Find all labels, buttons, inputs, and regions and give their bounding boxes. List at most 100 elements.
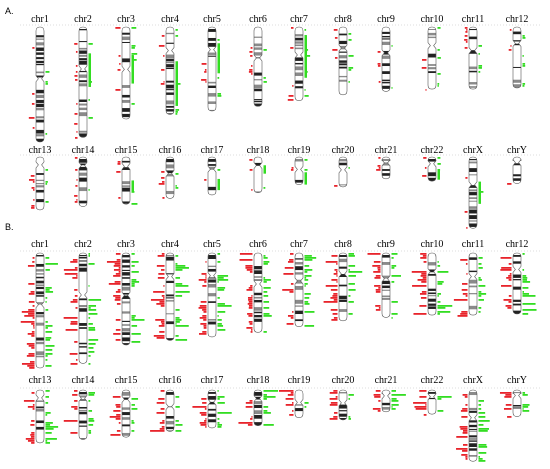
chromosome-outline bbox=[468, 252, 478, 316]
loss-segment bbox=[460, 428, 468, 430]
gain-segment bbox=[348, 69, 352, 71]
gain-segment bbox=[478, 279, 482, 281]
gain-segment bbox=[263, 301, 270, 303]
loss-segment bbox=[500, 269, 512, 271]
loss-segment bbox=[249, 69, 253, 71]
loss-segment bbox=[290, 317, 294, 319]
loss-segment bbox=[161, 323, 165, 325]
gain-segment bbox=[263, 257, 268, 259]
loss-segment bbox=[116, 171, 121, 173]
gain-segment bbox=[304, 89, 306, 91]
loss-segment bbox=[29, 367, 35, 369]
loss-segment bbox=[161, 295, 165, 297]
loss-segment bbox=[330, 289, 338, 291]
loss-segment bbox=[27, 265, 35, 267]
chromosome-outline bbox=[294, 156, 304, 185]
chromosome-outline bbox=[207, 156, 217, 196]
gain-segment bbox=[217, 396, 225, 398]
chromosome-outline bbox=[165, 156, 175, 199]
loss-segment bbox=[372, 408, 381, 410]
gain-segment bbox=[88, 253, 91, 255]
gain-segment bbox=[478, 446, 488, 448]
gain-segment bbox=[478, 295, 482, 297]
loss-segment bbox=[117, 163, 121, 165]
gain-segment bbox=[45, 412, 51, 414]
gain-segment bbox=[478, 291, 482, 293]
chromosome-label: chr13 bbox=[29, 375, 52, 386]
chromosome-outline bbox=[121, 26, 131, 120]
chromosome-outline bbox=[121, 252, 131, 346]
loss-segment bbox=[70, 432, 78, 434]
loss-segment bbox=[27, 365, 35, 367]
chromosome-chr18: chr18 bbox=[247, 145, 269, 193]
gain-segment bbox=[175, 291, 190, 293]
loss-segment bbox=[201, 63, 207, 65]
chromosome-bands bbox=[513, 163, 521, 181]
gain-segment bbox=[522, 295, 536, 297]
loss-segment bbox=[425, 404, 427, 406]
gain-segment bbox=[478, 53, 480, 55]
chromosome-chr11: chr11 bbox=[462, 14, 484, 90]
chromosome-label: chr6 bbox=[249, 239, 267, 250]
loss-segment bbox=[109, 416, 121, 418]
loss-segment bbox=[375, 275, 381, 277]
loss-segment bbox=[507, 183, 512, 185]
chromosome-chr2: chr2 bbox=[63, 239, 102, 365]
loss-segment bbox=[419, 396, 427, 398]
gain-segment bbox=[45, 331, 53, 333]
loss-segment bbox=[158, 398, 165, 400]
loss-segment bbox=[106, 261, 121, 263]
chromosome-body bbox=[469, 27, 477, 90]
chromosome-chr13: chr13 bbox=[23, 375, 59, 444]
gain-segment bbox=[437, 83, 440, 85]
loss-segment bbox=[31, 187, 35, 189]
gain-segment bbox=[88, 410, 93, 412]
gain-segment bbox=[45, 414, 48, 416]
chromosome-label: chr13 bbox=[29, 145, 52, 156]
gain-segment bbox=[131, 265, 135, 267]
chromosome-chr10: chr10 bbox=[411, 239, 453, 316]
gain-segment bbox=[522, 281, 531, 283]
chromosome-chr17: chr17 bbox=[201, 145, 223, 196]
chromosome-body bbox=[469, 253, 477, 316]
gain-segment bbox=[131, 315, 136, 317]
loss-segment bbox=[155, 319, 165, 321]
gain-segment bbox=[391, 406, 393, 408]
loss-segment bbox=[108, 283, 121, 285]
gain-segment bbox=[304, 159, 308, 161]
loss-segment bbox=[158, 45, 165, 47]
gain-segment bbox=[175, 267, 189, 269]
gain-segment bbox=[175, 61, 178, 106]
chromosome-label: chr22 bbox=[421, 375, 444, 386]
loss-segment bbox=[290, 169, 294, 171]
loss-segment bbox=[464, 39, 468, 41]
loss-segment bbox=[204, 179, 207, 181]
gain-segment bbox=[478, 67, 482, 69]
loss-segment bbox=[378, 400, 381, 402]
loss-segment bbox=[72, 394, 78, 396]
gain-segment bbox=[478, 456, 481, 458]
loss-segment bbox=[464, 27, 468, 29]
loss-segment bbox=[76, 131, 78, 133]
gain-segment bbox=[304, 265, 310, 267]
chromosome-chr7: chr7 bbox=[282, 239, 317, 327]
chromosome-chr9: chr9 bbox=[367, 239, 401, 319]
loss-segment bbox=[465, 177, 468, 179]
gain-segment bbox=[175, 109, 180, 111]
loss-segment bbox=[200, 301, 207, 303]
loss-segment bbox=[290, 283, 294, 285]
loss-segment bbox=[161, 171, 165, 173]
gain-segment bbox=[217, 39, 220, 41]
gain-segment bbox=[45, 297, 48, 299]
loss-segment bbox=[248, 301, 253, 303]
chromosome-label: chr19 bbox=[288, 375, 311, 386]
loss-segment bbox=[70, 323, 78, 325]
gain-segment bbox=[45, 359, 48, 361]
chromosome-chr8: chr8 bbox=[332, 14, 354, 96]
loss-segment bbox=[203, 311, 207, 313]
chromosome-label: chrY bbox=[507, 145, 527, 156]
gain-segment bbox=[88, 285, 90, 287]
gain-segment bbox=[45, 390, 50, 392]
chromosome-bands bbox=[122, 255, 130, 345]
gain-segment bbox=[263, 279, 271, 281]
